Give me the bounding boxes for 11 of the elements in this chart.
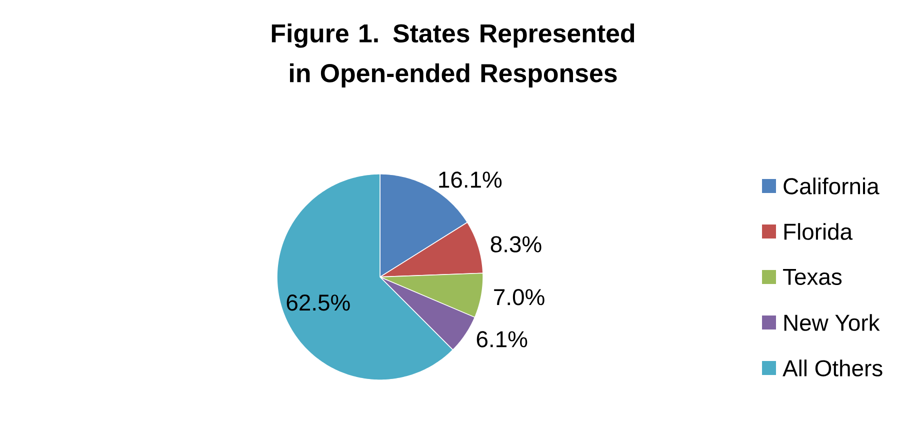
- legend-label: California: [784, 178, 880, 194]
- data-label: 16.1%: [439, 172, 502, 188]
- chart-title: Figure 1. States Represented in Open-ended Responses: [272, 24, 634, 88]
- data-label: 6.1%: [476, 331, 528, 348]
- data-label: 7.0%: [494, 289, 544, 306]
- legend-label: Florida: [784, 223, 853, 240]
- legend-label: Texas: [783, 269, 842, 285]
- legend-label: All Others: [782, 360, 882, 376]
- legend-label: New York: [784, 314, 880, 331]
- data-label: 8.3%: [490, 236, 542, 252]
- data-label: 62.5%: [286, 294, 350, 311]
